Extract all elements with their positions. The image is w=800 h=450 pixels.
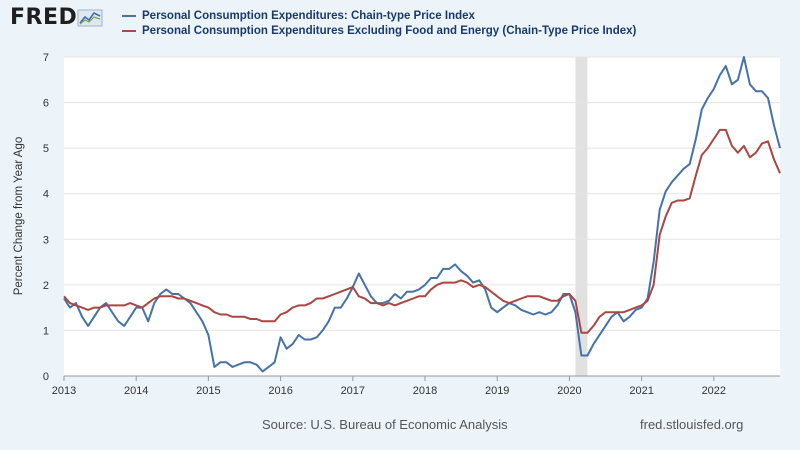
x-tick-label: 2016 bbox=[268, 385, 292, 397]
source-note: Source: U.S. Bureau of Economic Analysis bbox=[262, 417, 508, 432]
fred-logo-text: FRED bbox=[10, 5, 78, 30]
y-tick-label: 3 bbox=[43, 234, 49, 246]
y-tick-label: 6 bbox=[43, 98, 49, 110]
legend-swatch-1 bbox=[122, 15, 136, 18]
y-tick-label: 2 bbox=[43, 280, 49, 292]
plot-area bbox=[64, 57, 780, 376]
y-tick-label: 0 bbox=[43, 371, 49, 383]
x-tick-label: 2017 bbox=[341, 385, 365, 397]
y-axis-label: Percent Change from Year Ago bbox=[13, 137, 25, 296]
legend-item-series-2[interactable]: Personal Consumption Expenditures Exclud… bbox=[122, 24, 636, 39]
x-tick-label: 2020 bbox=[557, 385, 581, 397]
x-tick-label: 2015 bbox=[196, 385, 220, 397]
y-tick-label: 5 bbox=[43, 143, 49, 155]
recession-band-1 bbox=[575, 57, 588, 376]
legend-label-2: Personal Consumption Expenditures Exclud… bbox=[142, 24, 637, 37]
x-tick-label: 2022 bbox=[702, 385, 726, 397]
fred-logo-chart-icon bbox=[77, 9, 103, 26]
x-tick-label: 2013 bbox=[52, 385, 76, 397]
y-tick-label: 4 bbox=[43, 189, 49, 201]
x-tick-label: 2019 bbox=[485, 385, 509, 397]
x-tick-label: 2021 bbox=[629, 385, 653, 397]
y-tick-label: 1 bbox=[43, 325, 49, 337]
fred-logo[interactable]: FRED bbox=[10, 5, 103, 30]
y-tick-label: 7 bbox=[43, 52, 49, 64]
legend: Personal Consumption Expenditures: Chain… bbox=[122, 9, 636, 38]
x-tick-label: 2014 bbox=[124, 385, 148, 397]
legend-swatch-2 bbox=[122, 29, 136, 32]
legend-label-1: Personal Consumption Expenditures: Chain… bbox=[142, 10, 475, 22]
legend-item-series-1[interactable]: Personal Consumption Expenditures: Chain… bbox=[122, 9, 636, 24]
source-url[interactable]: fred.stlouisfed.org bbox=[640, 417, 744, 432]
x-tick-label: 2018 bbox=[413, 385, 437, 397]
series-line-2 bbox=[63, 128, 781, 334]
